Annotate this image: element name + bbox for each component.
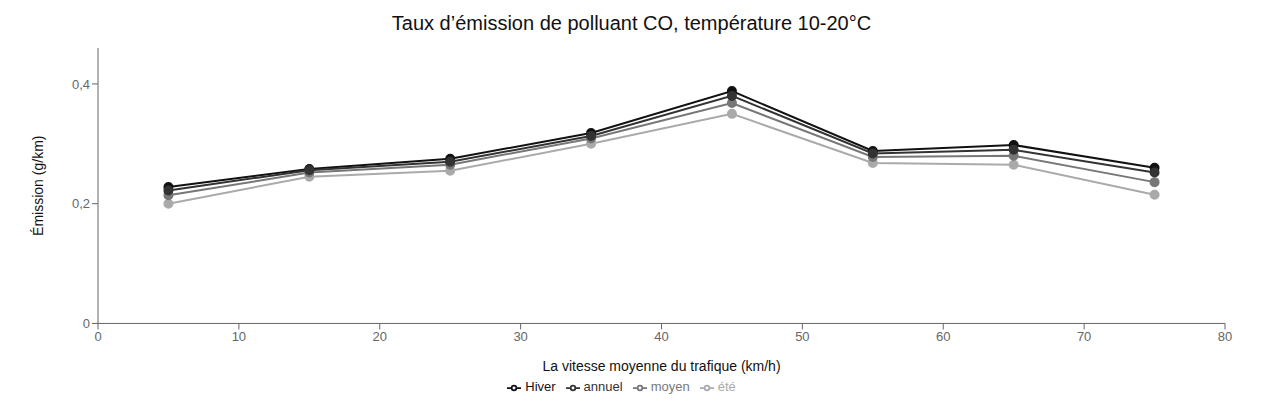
svg-text:0: 0 — [94, 329, 101, 344]
html-text:été: été — [717, 379, 736, 395]
svg-text:La vitesse moyenne du trafique: La vitesse moyenne du trafique (km/h) — [542, 358, 780, 374]
svg-text:20: 20 — [373, 329, 387, 344]
svg-text:10: 10 — [232, 329, 246, 344]
svg-text:40: 40 — [654, 329, 668, 344]
svg-text:60: 60 — [936, 329, 950, 344]
html-text:Hiver: Hiver — [525, 379, 556, 395]
svg-text:30: 30 — [513, 329, 527, 344]
html-text:moyen: moyen — [650, 379, 690, 395]
svg-text:Émission (g/km): Émission (g/km) — [30, 136, 46, 236]
svg-text:0: 0 — [83, 316, 90, 331]
svg-text:80: 80 — [1218, 329, 1232, 344]
html-text:Taux d’émission de polluant CO: Taux d’émission de polluant CO, températ… — [391, 12, 872, 34]
svg-text:0,4: 0,4 — [72, 77, 90, 92]
svg-text:70: 70 — [1077, 329, 1091, 344]
html-text:annuel: annuel — [583, 379, 623, 395]
svg-text:0,2: 0,2 — [72, 196, 90, 211]
svg-text:50: 50 — [795, 329, 809, 344]
